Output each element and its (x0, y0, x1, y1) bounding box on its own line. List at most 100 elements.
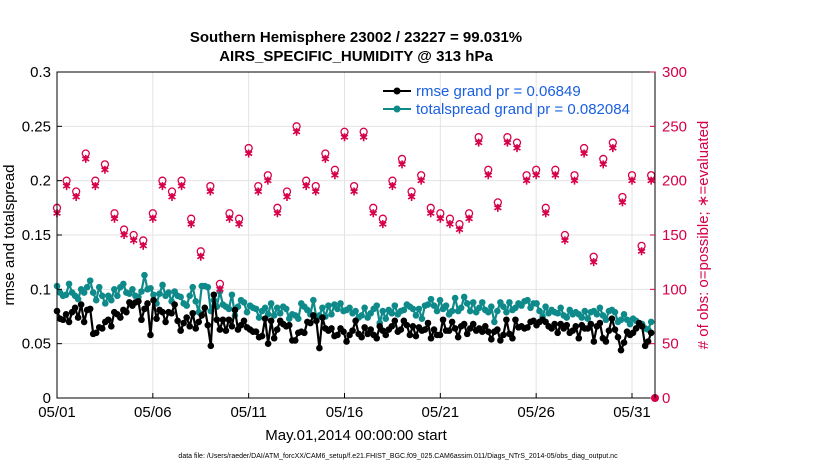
spread-point (98, 292, 106, 300)
rmse-point (590, 338, 598, 345)
rmse-point (104, 316, 112, 324)
rmse-point (397, 326, 405, 333)
spread-point (252, 305, 260, 313)
rmse-point (614, 333, 622, 341)
obs-evaluated-point (570, 176, 579, 185)
rmse-point (135, 297, 142, 305)
obs-evaluated-point (522, 176, 531, 185)
spread-point (466, 307, 474, 315)
spread-point (554, 309, 561, 317)
rmse-point (572, 322, 580, 330)
spread-point (138, 288, 145, 295)
x-axis-label: May.01,2014 00:00:00 start (265, 427, 447, 444)
rmse-point (77, 301, 85, 308)
axes: 05/01 05/06 05/11 05/16 05/21 05/26 05/31 0 0 0.0… (22, 64, 687, 421)
rmse-point (62, 311, 70, 318)
rmse-point (632, 325, 640, 332)
spread-point (225, 305, 233, 313)
y2-tick-label: 150 (662, 227, 687, 244)
rmse-point (219, 316, 227, 324)
obs-evaluated-point (110, 214, 119, 223)
rmse-point (198, 312, 206, 319)
rmse-point (644, 338, 652, 345)
rmse-point (602, 338, 610, 345)
rmse-point (647, 329, 655, 337)
obs-evaluated-point (503, 138, 512, 147)
rmse-point (469, 320, 477, 328)
obs-evaluated-point (81, 154, 90, 163)
obs-evaluated-point (72, 192, 81, 201)
spread-point (542, 303, 549, 311)
rmse-point (424, 319, 432, 327)
rmse-point (189, 309, 197, 317)
rmse-point (421, 326, 429, 333)
obs-evaluated-point (177, 182, 186, 191)
rmse-point (80, 318, 88, 326)
spread-point (261, 304, 269, 312)
spread-point (92, 296, 100, 304)
rmse-point (382, 331, 390, 339)
x-tick-label: 05/11 (230, 404, 266, 421)
rmse-point (225, 316, 233, 324)
spread-point (177, 293, 184, 301)
rmse-point (497, 337, 504, 344)
legend-spread-marker (393, 105, 401, 113)
spread-point (488, 303, 495, 311)
rmse-point (92, 329, 100, 337)
y2-tick-label: 100 (662, 281, 687, 298)
spread-point (463, 300, 471, 307)
rmse-point (343, 338, 350, 345)
obs-evaluated-point (168, 192, 176, 201)
spread-point (228, 291, 236, 299)
series-layer (52, 122, 659, 402)
obs-evaluated-point (426, 209, 435, 218)
spread-point (80, 289, 88, 296)
rmse-point (484, 328, 492, 336)
spread-point (337, 300, 344, 307)
rmse-point (307, 319, 314, 327)
x-tick-label: 05/06 (134, 404, 172, 421)
obs-evaluated-point (378, 220, 387, 229)
rmse-point (448, 318, 456, 326)
rmse-point (596, 319, 604, 327)
spread-point (156, 290, 163, 297)
x-tick-label: 05/16 (326, 404, 364, 421)
spread-point (524, 296, 531, 304)
rmse-point (186, 322, 194, 330)
x-tick-label: 05/31 (613, 404, 651, 421)
spread-point (189, 283, 197, 291)
rmse-point (222, 327, 230, 334)
x-tick-label: 05/01 (38, 404, 76, 421)
rmse-point (183, 314, 190, 321)
spread-point (95, 283, 103, 291)
rmse-point (349, 327, 356, 334)
rmse-point (391, 317, 399, 325)
spread-point (451, 294, 459, 302)
spread-point (346, 304, 353, 312)
y-tick-label: 0.2 (30, 173, 51, 190)
x-tick-label: 05/21 (422, 404, 460, 421)
rmse-point (153, 315, 160, 322)
obs-evaluated-point (628, 176, 636, 185)
obs-evaluated-point (148, 214, 157, 223)
y-tick-label: 0 (43, 390, 51, 407)
spread-point (192, 297, 200, 305)
rmse-point (551, 320, 558, 328)
spread-point (86, 277, 94, 284)
legend-spread-label: totalspread grand pr = 0.082084 (416, 101, 630, 118)
spread-point (129, 286, 136, 293)
rmse-point (509, 334, 516, 342)
rmse-point (620, 339, 628, 346)
rmse-point (367, 326, 374, 333)
rmse-point (168, 309, 175, 317)
obs-evaluated-point (474, 138, 483, 147)
rmse-point (358, 333, 365, 341)
obs-evaluated-point (321, 154, 330, 163)
obs-evaluated-point (244, 149, 253, 158)
rmse-point (264, 340, 272, 347)
rmse-point (361, 324, 368, 331)
obs-evaluated-point (580, 149, 588, 158)
spread-point (89, 289, 97, 296)
spread-point (358, 312, 365, 319)
rmse-point (454, 333, 462, 341)
